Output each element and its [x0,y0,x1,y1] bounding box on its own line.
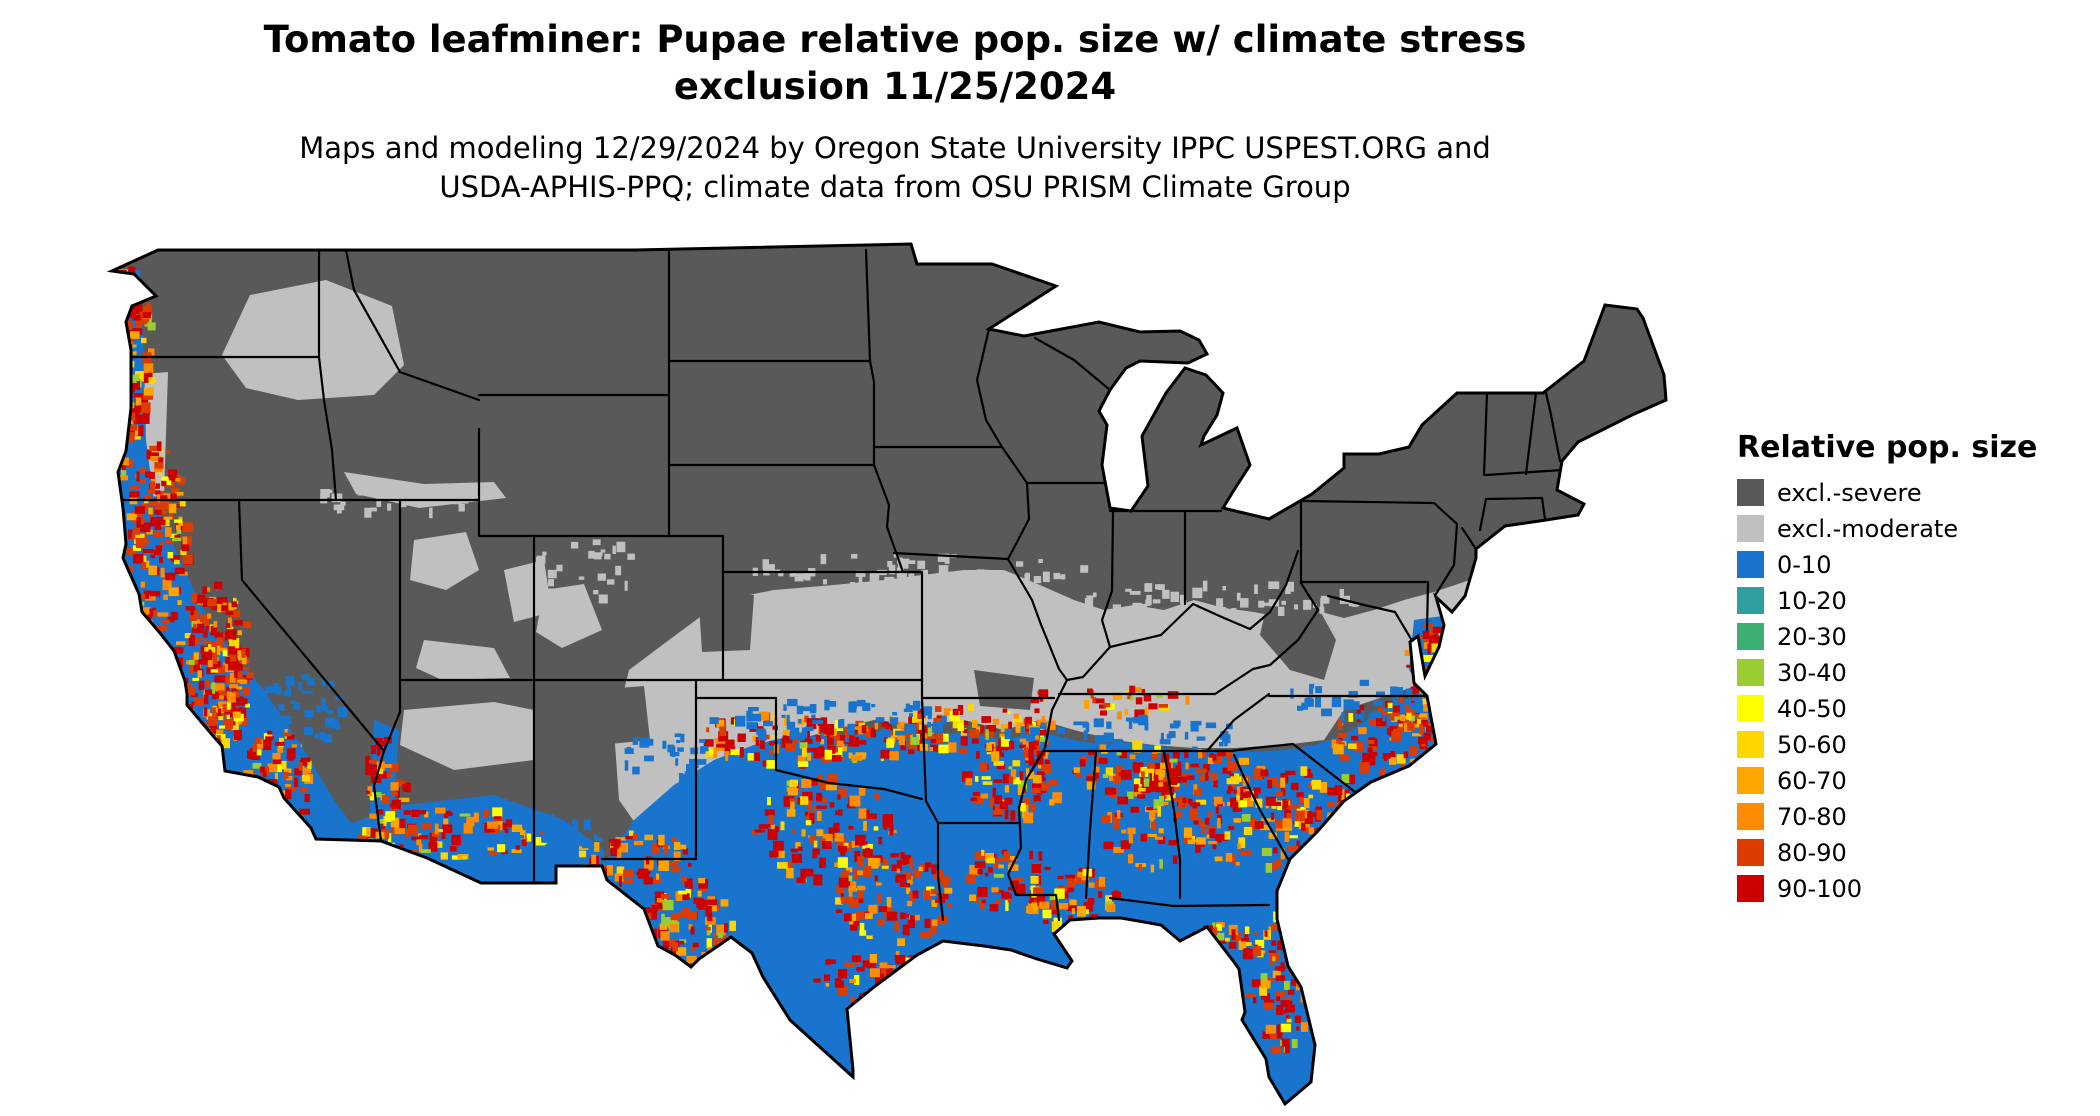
legend-row: excl.-moderate [1737,514,2037,543]
legend-row: 50-60 [1737,730,2037,759]
legend-rows: excl.-severe excl.-moderate 0-10 10-20 20-30… [1737,478,2037,903]
legend-label: excl.-moderate [1777,514,1959,543]
legend-row: 30-40 [1737,658,2037,687]
legend-label: 50-60 [1777,730,1847,759]
legend-swatch [1737,551,1764,578]
title-line-2: exclusion 11/25/2024 [673,65,1117,109]
figure-header: Tomato leafminer: Pupae relative pop. si… [10,16,1780,206]
legend-row: 70-80 [1737,802,2037,831]
legend-swatch [1737,731,1764,758]
legend-label: 20-30 [1777,622,1847,651]
legend-swatch [1737,479,1764,506]
legend-swatch [1737,623,1764,650]
legend-swatch [1737,767,1764,794]
us-map-container [74,240,1694,1116]
legend-row: 90-100 [1737,874,2037,903]
legend-swatch [1737,659,1764,686]
legend-label: 0-10 [1777,550,1832,579]
legend-swatch [1737,803,1764,830]
legend-row: 0-10 [1737,550,2037,579]
legend-label: 90-100 [1777,874,1863,903]
legend-row: 40-50 [1737,694,2037,723]
legend-swatch [1737,587,1764,614]
legend-row: 60-70 [1737,766,2037,795]
legend-label: 80-90 [1777,838,1847,867]
subtitle-line-2: USDA-APHIS-PPQ; climate data from OSU PR… [439,169,1351,204]
subtitle-line-1: Maps and modeling 12/29/2024 by Oregon S… [299,130,1491,165]
legend: Relative pop. size excl.-severe excl.-mod… [1737,430,2037,911]
figure-subtitle: Maps and modeling 12/29/2024 by Oregon S… [10,129,1780,207]
legend-label: 10-20 [1777,586,1847,615]
legend-row: 20-30 [1737,622,2037,651]
us-map [106,242,1668,1107]
national-border [106,242,1668,1107]
state-borders [121,248,1564,922]
legend-title: Relative pop. size [1737,430,2038,465]
legend-label: excl.-severe [1777,478,1922,507]
legend-swatch [1737,839,1764,866]
title-line-1: Tomato leafminer: Pupae relative pop. si… [263,18,1527,61]
legend-label: 30-40 [1777,658,1847,687]
legend-label: 40-50 [1777,694,1847,723]
legend-swatch [1737,875,1764,902]
legend-label: 60-70 [1777,766,1847,795]
legend-row: excl.-severe [1737,478,2037,507]
legend-swatch [1737,515,1764,542]
legend-row: 10-20 [1737,586,2037,615]
legend-label: 70-80 [1777,802,1847,831]
legend-swatch [1737,695,1764,722]
legend-row: 80-90 [1737,838,2037,867]
